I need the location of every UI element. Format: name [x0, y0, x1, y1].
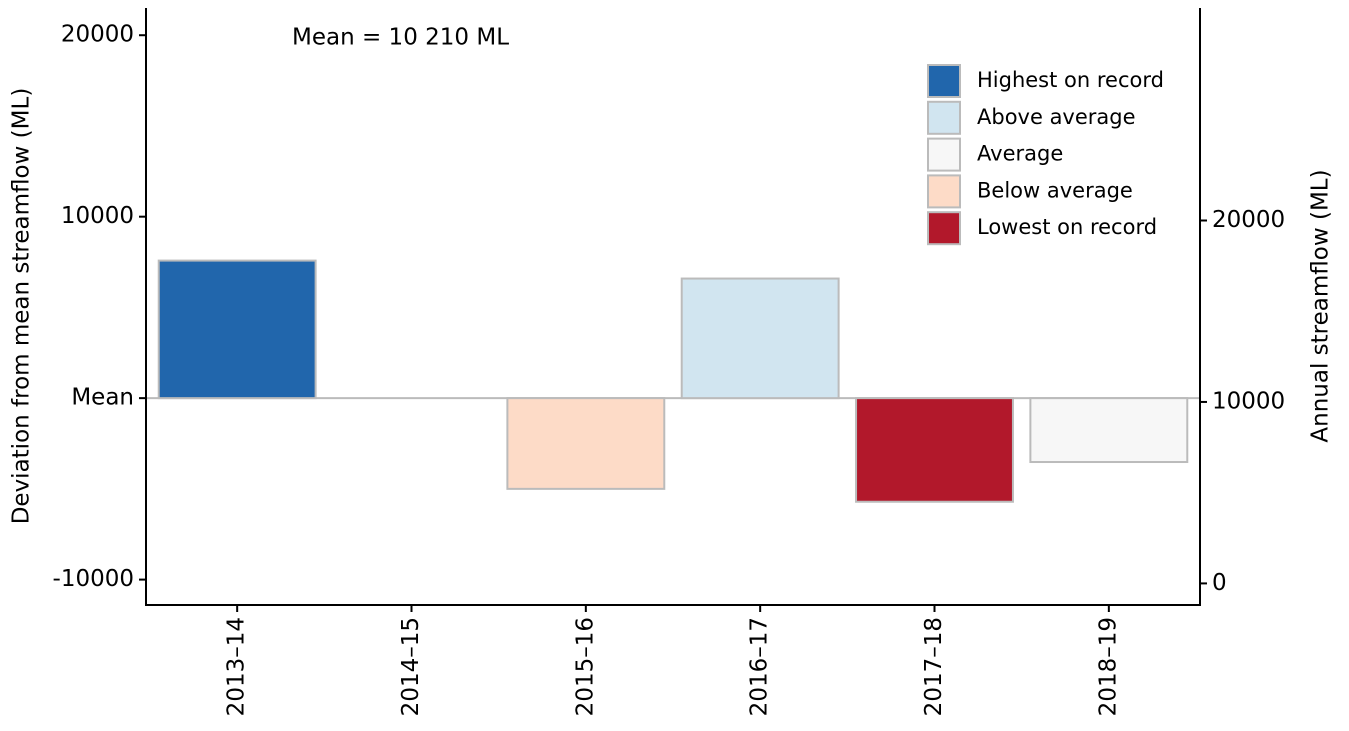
legend-label: Above average [977, 105, 1136, 129]
y-tick-label: 10000 [61, 203, 134, 229]
y-axis-label: Deviation from mean streamflow (ML) [9, 88, 35, 525]
legend-swatch [927, 64, 961, 98]
bar [680, 277, 840, 400]
legend-swatch [927, 211, 961, 246]
bar [1029, 397, 1189, 464]
x-tick-label: 2015–16 [572, 617, 598, 716]
y-tick-label: -10000 [53, 566, 134, 592]
y2-tick-label: 10000 [1212, 388, 1285, 414]
legend-label: Average [977, 142, 1063, 166]
x-tick-label: 2016–17 [747, 617, 773, 716]
bar [157, 259, 317, 400]
legend-swatch [927, 100, 961, 135]
annotation: Mean = 10 210 ML [292, 25, 509, 51]
legend-label: Lowest on record [977, 215, 1157, 239]
legend-swatch [927, 174, 961, 209]
x-tick-label: 2018–19 [1095, 617, 1121, 716]
y-tick-label: 20000 [61, 22, 134, 48]
x-tick-label: 2013–14 [224, 617, 250, 716]
y2-tick-label: 20000 [1212, 207, 1285, 233]
x-tick-label: 2017–18 [921, 617, 947, 716]
y2-axis-label: Annual streamflow (ML) [1308, 169, 1334, 442]
y2-tick-label: 0 [1212, 570, 1227, 596]
x-tick-label: 2014–15 [398, 617, 424, 716]
bar [855, 397, 1014, 503]
legend-label: Below average [977, 178, 1133, 202]
bar [506, 397, 666, 490]
legend-swatch [927, 137, 961, 172]
y-tick-label: Mean [71, 385, 134, 411]
legend-label: Highest on record [977, 68, 1164, 92]
